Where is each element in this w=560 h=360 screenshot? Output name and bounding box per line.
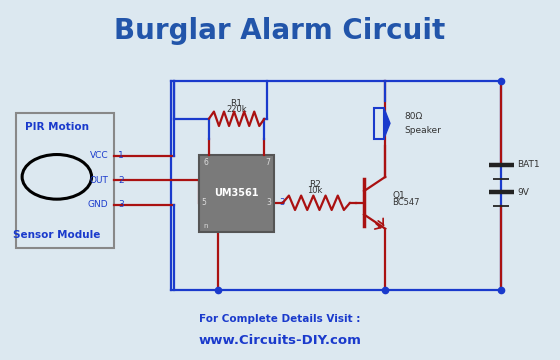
- Text: 1: 1: [118, 152, 124, 161]
- Text: R2: R2: [309, 180, 321, 189]
- Text: www.Circuits-DIY.com: www.Circuits-DIY.com: [199, 334, 361, 347]
- Text: 5: 5: [202, 198, 207, 207]
- Text: UM3561: UM3561: [214, 189, 259, 198]
- Text: 3: 3: [279, 198, 284, 207]
- Text: BAT1: BAT1: [517, 161, 539, 169]
- Text: PIR Motion: PIR Motion: [25, 122, 89, 132]
- Bar: [374, 108, 384, 139]
- Text: Burglar Alarm Circuit: Burglar Alarm Circuit: [114, 17, 446, 45]
- Text: GND: GND: [87, 200, 108, 209]
- Text: 3: 3: [267, 198, 272, 207]
- Text: OUT: OUT: [89, 176, 108, 185]
- Polygon shape: [384, 108, 390, 139]
- Text: For Complete Details Visit :: For Complete Details Visit :: [199, 314, 361, 324]
- Text: 10k: 10k: [307, 186, 323, 195]
- Text: 80Ω: 80Ω: [404, 112, 422, 121]
- Text: Sensor Module: Sensor Module: [13, 230, 101, 240]
- Text: 7: 7: [265, 158, 270, 167]
- Text: R1: R1: [231, 99, 242, 108]
- Bar: [16, 113, 114, 248]
- Text: BC547: BC547: [392, 198, 419, 207]
- Text: n: n: [203, 223, 208, 229]
- Text: Speaker: Speaker: [404, 126, 441, 135]
- Text: 220k: 220k: [226, 105, 247, 114]
- Text: 6: 6: [203, 158, 208, 167]
- Text: 2: 2: [118, 176, 124, 185]
- Text: Q1: Q1: [392, 191, 405, 200]
- Text: VCC: VCC: [90, 152, 108, 161]
- Text: 9V: 9V: [517, 188, 529, 197]
- Text: 3: 3: [118, 200, 124, 209]
- Bar: [199, 155, 274, 232]
